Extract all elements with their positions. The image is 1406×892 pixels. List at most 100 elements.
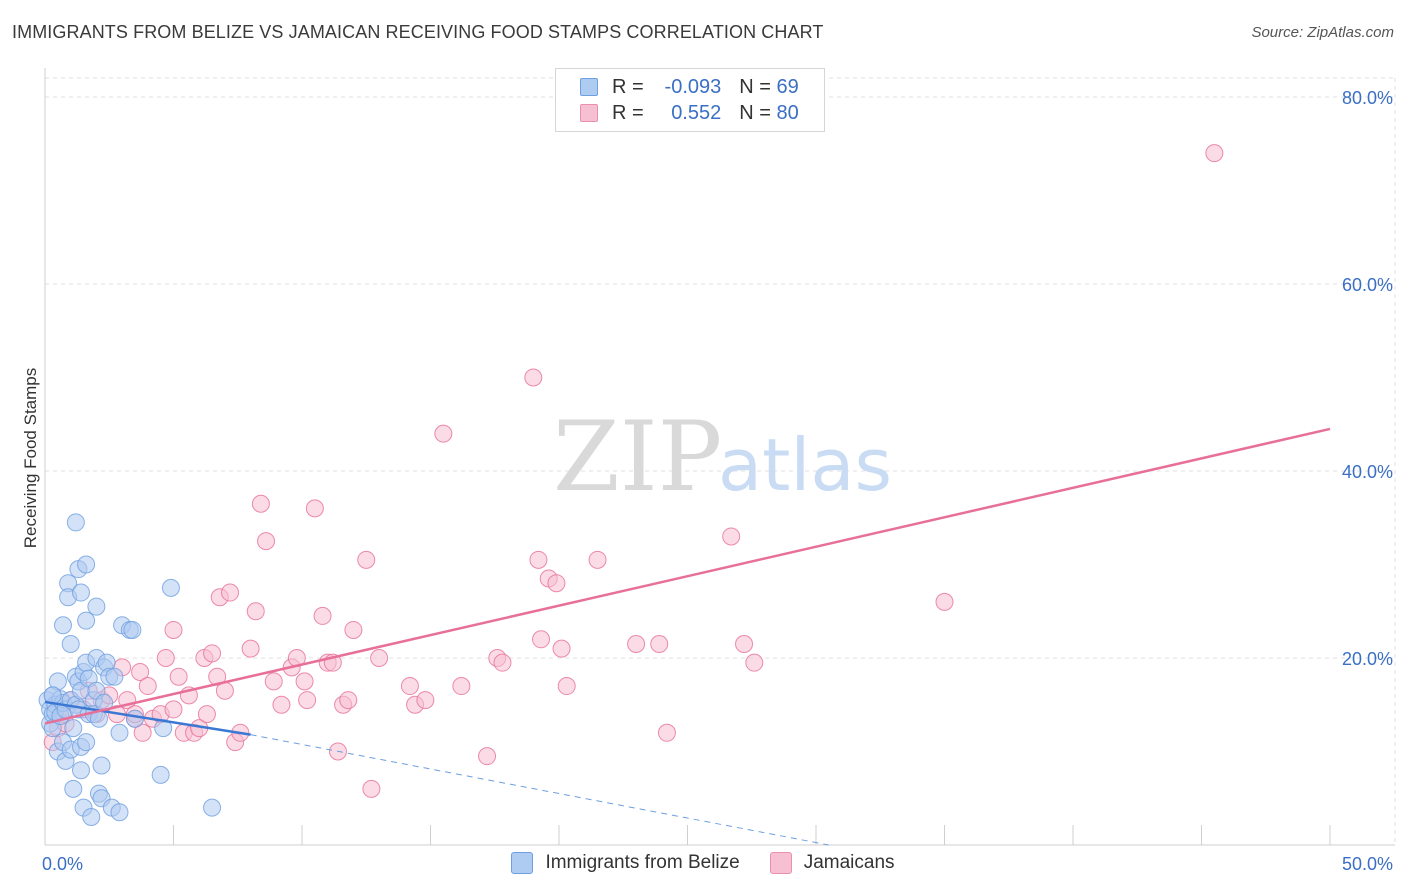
- legend-item-jamaicans[interactable]: Jamaicans: [769, 852, 895, 874]
- jamaicans-point-21[interactable]: [164, 700, 183, 719]
- legend-n-value: 69: [776, 75, 799, 98]
- correlation-legend: R = -0.093 N = 69 R = 0.552 N = 80: [555, 68, 825, 132]
- jamaicans-point-23[interactable]: [169, 667, 188, 686]
- series-legend: Immigrants from Belize Jamaicans: [0, 852, 1406, 874]
- jamaicans-point-17[interactable]: [138, 677, 157, 696]
- tick-labels: 20.0% 40.0% 60.0% 80.0% 0.0% 50.0%: [42, 88, 1393, 874]
- jamaicans-point-53[interactable]: [339, 691, 358, 710]
- jamaicans-point-45[interactable]: [295, 672, 314, 691]
- jamaicans-point-56[interactable]: [362, 779, 381, 798]
- jamaicans-point-22[interactable]: [164, 620, 183, 639]
- jamaicans-point-80[interactable]: [935, 592, 954, 611]
- jamaicans-point-37[interactable]: [241, 639, 260, 658]
- trend-lines: [44, 427, 1331, 846]
- jamaicans-point-73[interactable]: [588, 550, 607, 569]
- belize-point-63[interactable]: [125, 709, 144, 728]
- y-axis-label: Receiving Food Stamps: [21, 368, 40, 548]
- belize-point-22[interactable]: [64, 719, 83, 738]
- jamaicans-point-76[interactable]: [657, 723, 676, 742]
- jamaicans-point-62[interactable]: [452, 677, 471, 696]
- jamaicans-point-68[interactable]: [532, 630, 551, 649]
- jamaicans-point-65[interactable]: [493, 653, 512, 672]
- belize-trend-extension: [250, 734, 829, 846]
- belize-point-23[interactable]: [64, 779, 83, 798]
- watermark-zip: ZIP: [553, 401, 722, 513]
- watermark: ZIP atlas: [553, 401, 892, 513]
- jamaicans-point-29[interactable]: [197, 705, 216, 724]
- y-tick-label-2: 60.0%: [1342, 275, 1393, 295]
- legend-row-jamaicans: R = 0.552 N = 80: [580, 100, 799, 126]
- jamaicans-point-79[interactable]: [745, 653, 764, 672]
- jamaicans-point-16[interactable]: [133, 723, 152, 742]
- legend-r-value: -0.093: [664, 75, 722, 98]
- jamaicans-point-67[interactable]: [529, 550, 548, 569]
- legend-r-label: R =: [612, 75, 644, 98]
- jamaicans-point-75[interactable]: [650, 634, 669, 653]
- jamaicans-point-71[interactable]: [552, 639, 571, 658]
- jamaicans-point-30[interactable]: [203, 644, 222, 663]
- jamaicans-point-81[interactable]: [1205, 144, 1224, 163]
- jamaicans-point-42[interactable]: [272, 695, 291, 714]
- belize-point-57[interactable]: [105, 667, 124, 686]
- jamaicans-point-41[interactable]: [264, 672, 283, 691]
- belize-point-13[interactable]: [53, 616, 72, 635]
- jamaicans-point-38[interactable]: [246, 602, 265, 621]
- jamaicans-point-77[interactable]: [722, 527, 741, 546]
- jamaicans-point-72[interactable]: [557, 677, 576, 696]
- jamaicans-point-34[interactable]: [221, 583, 240, 602]
- legend-n-label: N =: [739, 101, 771, 124]
- axes: [44, 68, 1395, 846]
- belize-point-37[interactable]: [77, 611, 96, 630]
- legend-swatch-belize: [511, 852, 534, 874]
- x-tick-label-1: 50.0%: [1342, 854, 1393, 874]
- jamaicans-point-60[interactable]: [416, 691, 435, 710]
- belize-point-67[interactable]: [203, 798, 222, 817]
- legend-swatch-belize: [580, 78, 598, 96]
- jamaicans-trend-line: [44, 427, 1331, 725]
- belize-point-50[interactable]: [92, 756, 111, 775]
- jamaicans-point-58[interactable]: [400, 677, 419, 696]
- jamaicans-point-15[interactable]: [131, 663, 150, 682]
- belize-point-33[interactable]: [71, 761, 90, 780]
- jamaicans-point-55[interactable]: [357, 550, 376, 569]
- y-tick-label-3: 80.0%: [1342, 88, 1393, 108]
- legend-r-value: 0.552: [671, 101, 722, 124]
- source-label: Source: ZipAtlas.com: [1251, 24, 1394, 41]
- jamaicans-point-57[interactable]: [370, 649, 389, 667]
- belize-point-58[interactable]: [110, 723, 129, 742]
- jamaicans-point-46[interactable]: [298, 691, 317, 710]
- jamaicans-point-48[interactable]: [313, 606, 332, 625]
- jamaicans-point-61[interactable]: [434, 424, 453, 443]
- jamaicans-point-39[interactable]: [251, 494, 270, 513]
- jamaicans-point-78[interactable]: [735, 634, 754, 653]
- belize-point-59[interactable]: [110, 803, 129, 822]
- legend-item-belize[interactable]: Immigrants from Belize: [511, 852, 740, 874]
- jamaicans-point-63[interactable]: [478, 747, 497, 766]
- jamaicans-point-47[interactable]: [305, 499, 324, 518]
- x-tick-label-0: 0.0%: [42, 854, 83, 874]
- belize-point-64[interactable]: [151, 765, 170, 784]
- belize-point-66[interactable]: [161, 578, 180, 597]
- legend-n-value: 80: [776, 101, 799, 124]
- jamaicans-point-74[interactable]: [627, 634, 646, 653]
- legend-label-belize: Immigrants from Belize: [545, 852, 740, 873]
- legend-r-label: R =: [612, 101, 644, 124]
- belize-point-30[interactable]: [71, 583, 90, 602]
- legend-label-jamaicans: Jamaicans: [803, 852, 895, 873]
- belize-point-62[interactable]: [123, 620, 142, 639]
- belize-point-42[interactable]: [82, 807, 101, 826]
- y-tick-label-1: 40.0%: [1342, 462, 1393, 482]
- jamaicans-point-70[interactable]: [547, 574, 566, 593]
- jamaicans-point-66[interactable]: [524, 368, 543, 387]
- belize-point-19[interactable]: [61, 634, 80, 653]
- jamaicans-point-54[interactable]: [344, 620, 363, 639]
- jamaicans-point-20[interactable]: [156, 649, 175, 667]
- belize-point-39[interactable]: [77, 733, 96, 752]
- y-tick-label-0: 20.0%: [1342, 649, 1393, 669]
- belize-point-24[interactable]: [66, 513, 85, 532]
- jamaicans-point-40[interactable]: [257, 532, 276, 551]
- belize-point-36[interactable]: [77, 555, 96, 574]
- legend-n-label: N =: [739, 75, 771, 98]
- belize-point-47[interactable]: [87, 597, 106, 616]
